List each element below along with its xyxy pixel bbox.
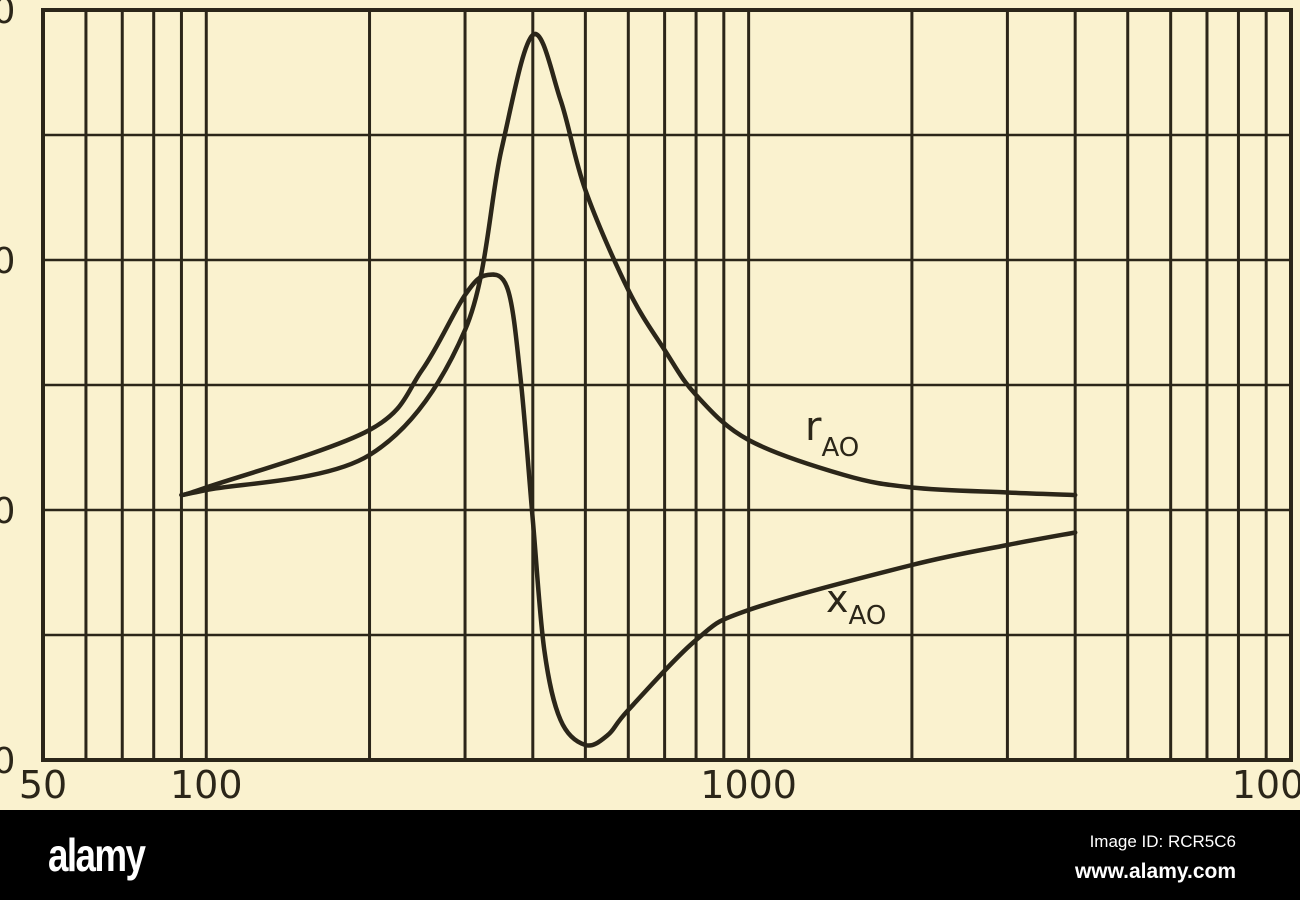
y-tick-label: 0 xyxy=(0,241,15,282)
footer-banner: alamy Image ID: RCR5C6 www.alamy.com xyxy=(0,810,1300,900)
x-tick-label: 100 xyxy=(1232,763,1300,807)
y-tick-label: 0 xyxy=(0,491,15,532)
plot-frame xyxy=(41,8,1293,762)
series-label-subscript: AO xyxy=(821,433,859,463)
series-label-subscript: AO xyxy=(849,601,887,631)
x-tick-label: 1000 xyxy=(700,763,797,807)
alamy-logo: alamy xyxy=(48,829,146,881)
series-x-ao-line xyxy=(179,272,1078,748)
image-id: Image ID: RCR5C6 xyxy=(1089,832,1236,851)
x-tick-label: 100 xyxy=(170,763,243,807)
curves xyxy=(179,31,1078,748)
site-url: www.alamy.com xyxy=(1074,860,1236,883)
series-r-ao-label: rAO xyxy=(805,404,859,463)
series-labels: rAO xAO xyxy=(805,404,886,631)
y-tick-label: 0 xyxy=(0,741,15,782)
series-r-ao-line xyxy=(179,31,1078,498)
y-tick-label: 0 xyxy=(0,0,15,32)
x-tick-label: 50 xyxy=(19,763,67,807)
series-x-ao-label: xAO xyxy=(826,577,886,631)
grid xyxy=(41,8,1293,762)
